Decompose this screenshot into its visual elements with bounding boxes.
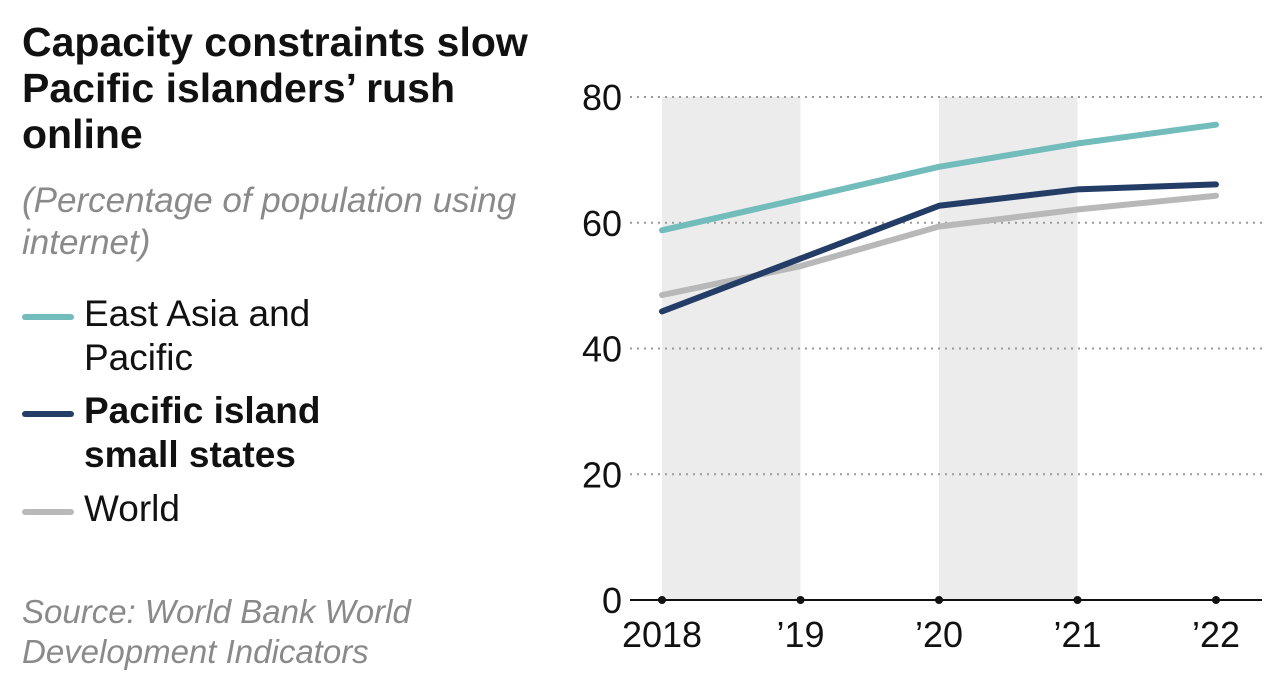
x-tick-dot-2 (935, 596, 943, 604)
legend-swatch-world (22, 508, 74, 515)
x-tick-dot-4 (1212, 596, 1220, 604)
legend-label-pacific-islands: Pacific island small states (84, 390, 321, 475)
x-tick-label-4: ’22 (1192, 614, 1240, 655)
legend-label-east-asia: East Asia and Pacific (84, 293, 311, 378)
x-tick-dot-3 (1073, 596, 1082, 604)
x-tick-label-1: ’19 (776, 614, 824, 655)
x-tick-dot-1 (796, 596, 805, 604)
y-tick-label-20: 20 (582, 454, 622, 495)
y-tick-label-40: 40 (582, 329, 622, 370)
y-tick-label-80: 80 (582, 77, 622, 118)
x-tick-label-0: 2018 (622, 614, 702, 655)
legend-swatch-east-asia (22, 314, 74, 320)
legend-item-world: World (22, 487, 482, 531)
y-tick-label-0: 0 (602, 580, 622, 621)
x-tick-label-3: ’21 (1053, 614, 1101, 655)
shaded-band-0 (662, 97, 801, 600)
legend-swatch-pacific-islands (22, 411, 74, 418)
legend-item-east-asia: East Asia and Pacific (22, 292, 482, 379)
y-tick-label-60: 60 (582, 203, 622, 244)
x-tick-label-2: ’20 (915, 614, 963, 655)
series-line-pacific-island-small-states (659, 181, 1219, 315)
legend-item-pacific-islands: Pacific island small states (22, 389, 482, 476)
source-note: Source: World Bank World Development Ind… (22, 593, 411, 670)
x-tick-dot-0 (658, 596, 666, 604)
chart-subtitle: (Percentage of population using internet… (22, 181, 517, 262)
legend: East Asia and Pacific Pacific island sma… (22, 292, 482, 540)
chart-title: Capacity constraints slow Pacific island… (22, 19, 528, 157)
series-line-east-asia-and-pacific (659, 121, 1219, 234)
legend-label-world: World (84, 487, 180, 529)
